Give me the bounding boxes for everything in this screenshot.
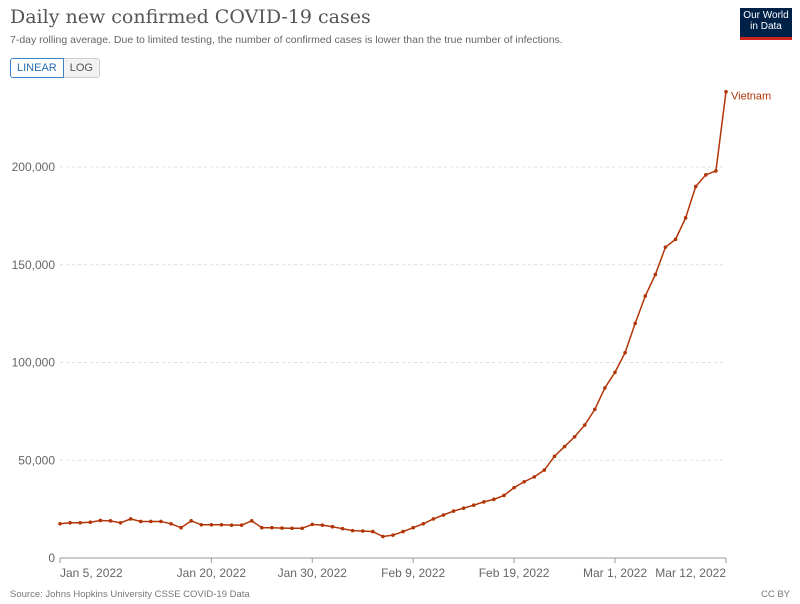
data-point (108, 519, 113, 523)
source-note[interactable]: Source: Johns Hopkins University CSSE CO… (10, 589, 250, 600)
data-point (482, 500, 486, 504)
data-point (643, 294, 648, 298)
data-point (522, 479, 526, 484)
data-point (58, 521, 62, 526)
x-tick-label: Jan 5, 2022 (60, 566, 123, 580)
data-point (260, 525, 264, 530)
data-point (704, 173, 708, 177)
data-point (179, 525, 183, 530)
data-point (371, 529, 375, 534)
data-point (492, 497, 496, 502)
x-tick-label: Feb 19, 2022 (479, 566, 550, 580)
x-tick-label: Jan 20, 2022 (177, 566, 247, 580)
data-point (401, 529, 405, 534)
x-tick-label: Jan 30, 2022 (278, 566, 348, 580)
data-point (219, 522, 224, 527)
data-point (683, 216, 688, 220)
data-point (128, 517, 133, 521)
data-point (98, 518, 103, 523)
data-point (582, 423, 587, 427)
data-point (88, 520, 93, 525)
y-tick-label: 50,000 (18, 453, 55, 467)
data-point (502, 493, 506, 498)
data-point (118, 521, 123, 525)
y-tick-label: 200,000 (12, 160, 56, 174)
data-point (159, 519, 163, 524)
data-point (149, 519, 153, 524)
x-tick-label: Feb 9, 2022 (381, 566, 445, 580)
y-tick-label: 100,000 (12, 356, 56, 370)
data-point (280, 526, 284, 530)
data-point (542, 468, 547, 472)
data-point (421, 521, 426, 526)
data-point (451, 509, 456, 513)
data-point (693, 184, 698, 189)
data-point (623, 350, 627, 355)
data-point (562, 444, 567, 449)
data-point (320, 523, 325, 527)
data-point (78, 521, 82, 525)
data-point (391, 533, 395, 537)
data-point (138, 519, 143, 524)
data-point (239, 523, 244, 527)
data-point (270, 525, 274, 530)
data-point (330, 524, 335, 529)
data-point (461, 506, 466, 510)
data-point (593, 407, 597, 412)
data-point (633, 321, 637, 326)
data-point (653, 272, 658, 277)
series-label-vietnam: Vietnam (731, 91, 771, 103)
data-point (441, 513, 446, 517)
data-point (724, 89, 728, 94)
license-link[interactable]: CC BY (760, 589, 790, 600)
data-point (350, 528, 355, 533)
data-point (360, 529, 365, 533)
owid-logo[interactable]: Our World in Data (740, 8, 792, 40)
scale-toggle: LINEAR LOG (10, 58, 100, 78)
data-point (552, 454, 557, 459)
data-point (471, 503, 476, 508)
y-tick-label: 150,000 (12, 258, 56, 272)
data-point (290, 526, 294, 531)
data-point (300, 526, 304, 531)
data-point (613, 370, 617, 375)
data-point (189, 519, 193, 523)
data-point (381, 534, 385, 539)
data-point (714, 169, 718, 173)
data-point (310, 522, 315, 527)
log-button[interactable]: LOG (63, 58, 100, 78)
linear-button[interactable]: LINEAR (10, 58, 64, 78)
data-point (603, 386, 607, 390)
data-point (663, 245, 668, 249)
data-point (411, 525, 415, 530)
data-point (532, 475, 537, 479)
chart-title: Daily new confirmed COVID-19 cases (10, 6, 371, 28)
data-point (340, 526, 345, 531)
data-point (229, 523, 234, 527)
x-tick-label: Mar 12, 2022 (655, 566, 726, 580)
data-point (209, 522, 214, 527)
data-point (512, 485, 516, 490)
y-tick-label: 0 (48, 551, 55, 565)
data-point (68, 521, 72, 525)
chart-subtitle: 7-day rolling average. Due to limited te… (10, 34, 563, 46)
series-line-vietnam (59, 91, 727, 538)
data-point (572, 434, 577, 439)
data-point (169, 521, 173, 526)
data-point (673, 237, 678, 242)
x-tick-label: Mar 1, 2022 (583, 566, 647, 580)
data-point (249, 519, 254, 523)
data-point (431, 517, 436, 521)
data-point (199, 522, 204, 527)
